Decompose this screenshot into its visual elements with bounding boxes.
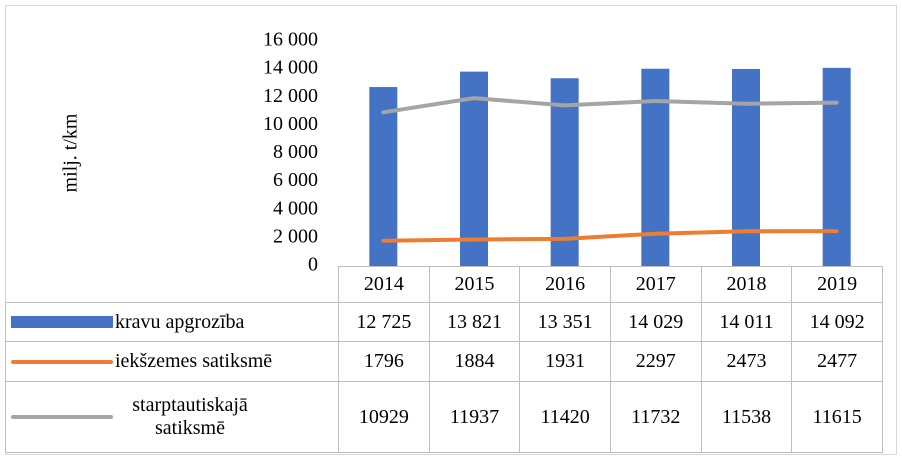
y-tick-label: 2 000 (273, 225, 318, 247)
legend-key (11, 359, 113, 364)
y-tick-label: 10 000 (263, 113, 318, 135)
bar (369, 87, 398, 266)
series-row: iekšzemes satiksmē 1796 1884 1931 2297 2473 24… (5, 341, 883, 382)
series-row: starptautiskajā satiksmē 10929 11937 11420 1… (5, 381, 883, 453)
y-tick-label: 4 000 (273, 197, 318, 219)
value-cell: 1884 (428, 341, 521, 382)
value-cell: 14 092 (791, 302, 883, 342)
value-cell: 1931 (519, 341, 611, 382)
y-tick-label: 12 000 (263, 85, 318, 107)
value-cell: 14 029 (609, 302, 702, 342)
category-label: 2018 (700, 266, 793, 303)
value-cell: 13 351 (519, 302, 611, 342)
corner-cell (5, 266, 339, 303)
value-cell: 13 821 (428, 302, 521, 342)
category-label: 2016 (519, 266, 611, 303)
value-cell: 11937 (428, 381, 521, 453)
legend-entry: iekšzemes satiksmē (5, 341, 339, 382)
value-cell: 14 011 (700, 302, 793, 342)
y-tick-label: 8 000 (273, 141, 318, 163)
bar (732, 68, 760, 267)
legend-entry: kravu apgrozība (5, 302, 339, 342)
value-cell: 11615 (791, 381, 883, 453)
bar (822, 67, 851, 266)
value-cell: 2477 (791, 341, 883, 382)
legend-entry: starptautiskajā satiksmē (5, 381, 339, 453)
y-axis-label: milj. t/km (60, 113, 82, 192)
value-cell: 10929 (338, 381, 430, 453)
category-label: 2017 (609, 266, 702, 303)
legend-key (11, 415, 113, 419)
series-row: kravu apgrozība 12 725 13 821 13 351 14 029 1… (5, 302, 883, 342)
value-cell: 11732 (609, 381, 702, 453)
category-label: 2019 (791, 266, 883, 303)
value-cell: 2473 (700, 341, 793, 382)
bar (641, 68, 670, 266)
line-series (381, 229, 839, 243)
value-cell: 11538 (700, 381, 793, 453)
legend-key (11, 316, 113, 329)
legend-label: iekšzemes satiksmē (115, 350, 273, 373)
data-table: 2014 2015 2016 2017 2018 2019 kravu apgrozība 1… (5, 266, 883, 453)
value-cell: 1796 (338, 341, 430, 382)
category-label: 2015 (428, 266, 521, 303)
bar (550, 78, 579, 267)
legend-label: starptautiskajā satiksmē (132, 394, 248, 439)
value-cell: 2297 (609, 341, 702, 382)
bar (460, 71, 488, 267)
y-tick-label: 0 (308, 254, 318, 276)
chart-frame (5, 5, 897, 455)
category-label: 2014 (338, 266, 430, 303)
line-series (381, 96, 839, 115)
y-tick-label: 14 000 (263, 57, 318, 79)
legend-label: kravu apgrozība (115, 310, 245, 333)
y-tick-label: 16 000 (263, 29, 318, 51)
value-cell: 12 725 (338, 302, 430, 342)
value-cell: 11420 (519, 381, 611, 453)
header-row: 2014 2015 2016 2017 2018 2019 (5, 266, 883, 303)
y-tick-label: 6 000 (273, 169, 318, 191)
